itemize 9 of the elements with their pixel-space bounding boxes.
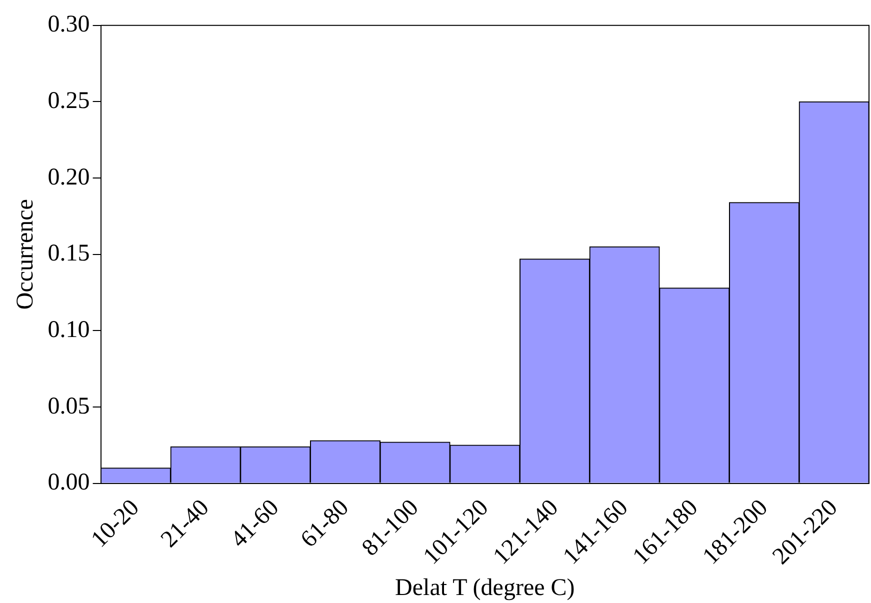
y-tick-label: 0.15 xyxy=(48,240,90,267)
y-tick-label: 0.05 xyxy=(48,393,90,420)
y-tick-label: 0.10 xyxy=(48,316,90,343)
x-axis-title: Delat T (degree C) xyxy=(395,574,575,601)
y-tick-label: 0.00 xyxy=(48,470,90,496)
y-tick-label: 0.20 xyxy=(48,164,90,190)
y-tick-label: 0.25 xyxy=(48,88,90,114)
y-axis-title: Occurrence xyxy=(12,199,39,310)
y-tick-label: 0.30 xyxy=(48,12,90,38)
